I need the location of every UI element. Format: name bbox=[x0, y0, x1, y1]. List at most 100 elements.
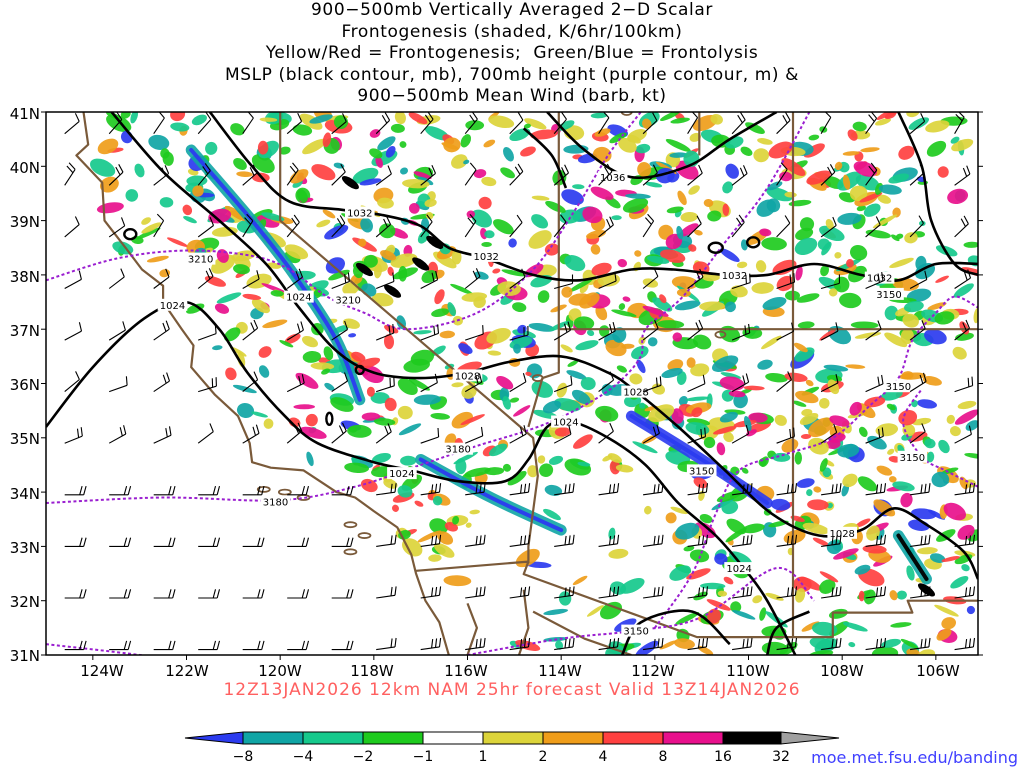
barb-flag bbox=[125, 376, 128, 386]
wind-barb bbox=[287, 537, 310, 547]
shade-blob bbox=[834, 161, 843, 170]
barb-shaft bbox=[954, 173, 971, 186]
height-label: 3150 bbox=[689, 466, 714, 477]
shade-blob bbox=[674, 300, 701, 311]
shade-blob bbox=[889, 590, 898, 601]
barb-flag bbox=[606, 218, 611, 228]
barb-shaft bbox=[420, 543, 440, 547]
barb-flag bbox=[300, 321, 304, 331]
shade-blob bbox=[886, 403, 896, 411]
barb-flag bbox=[438, 534, 442, 544]
barb-shaft bbox=[64, 224, 80, 238]
wind-barb bbox=[331, 320, 349, 341]
barb-shaft bbox=[108, 433, 127, 444]
shade-blob bbox=[296, 189, 308, 203]
barb-flag bbox=[434, 373, 438, 383]
shade-blob bbox=[955, 332, 974, 341]
shade-blob bbox=[725, 301, 736, 313]
shade-blob bbox=[192, 185, 204, 197]
barb-shaft bbox=[687, 646, 707, 651]
shade-blob bbox=[825, 219, 834, 230]
wind-barb bbox=[954, 269, 972, 289]
shade-blob bbox=[736, 261, 748, 269]
barb-flag bbox=[609, 422, 614, 432]
barb-flag bbox=[291, 217, 298, 226]
barb-flag bbox=[338, 425, 344, 434]
barb-flag bbox=[79, 640, 83, 650]
wind-barb bbox=[954, 319, 971, 341]
shade-blob bbox=[537, 455, 546, 464]
barb-flag bbox=[301, 374, 305, 384]
shade-blob bbox=[258, 346, 272, 358]
barb-shaft bbox=[153, 276, 170, 289]
wind-barb bbox=[465, 325, 484, 341]
barb-flag bbox=[705, 483, 709, 493]
shade-blob bbox=[941, 617, 957, 630]
barb-flag bbox=[652, 112, 658, 121]
barb-flag bbox=[479, 586, 482, 596]
colorbar-swatch bbox=[302, 731, 364, 745]
barb-flag bbox=[831, 639, 834, 649]
barb-flag bbox=[216, 485, 221, 495]
shade-blob bbox=[859, 192, 883, 203]
shade-blob bbox=[413, 171, 432, 179]
isobar bbox=[620, 609, 731, 655]
barb-shaft bbox=[865, 383, 884, 393]
barb-flag bbox=[390, 638, 393, 648]
shade-blob bbox=[973, 307, 978, 324]
shade-blob bbox=[676, 225, 684, 240]
wind-barb bbox=[197, 268, 214, 289]
height-label: 3150 bbox=[876, 290, 901, 301]
barb-shaft bbox=[554, 491, 574, 496]
barb-flag bbox=[168, 426, 172, 436]
shade-blob bbox=[394, 112, 406, 125]
colorbar-swatch bbox=[722, 731, 782, 745]
barb-flag bbox=[346, 589, 350, 599]
barb-flag bbox=[257, 589, 261, 599]
barb-flag bbox=[384, 112, 391, 121]
barb-shaft bbox=[776, 169, 788, 186]
barb-flag bbox=[831, 587, 834, 597]
wind-barb bbox=[909, 423, 926, 444]
shade-blob bbox=[492, 268, 501, 274]
wind-barb bbox=[687, 319, 704, 341]
shade-blob bbox=[408, 112, 428, 125]
barb-flag bbox=[293, 214, 300, 223]
barb-flag bbox=[301, 485, 306, 495]
wind-barb bbox=[286, 374, 305, 393]
shade-blob bbox=[233, 264, 250, 275]
wind-barb bbox=[287, 640, 310, 651]
barb-flag bbox=[745, 274, 747, 284]
barb-flag bbox=[520, 535, 523, 545]
barb-flag bbox=[920, 587, 923, 597]
barb-shaft bbox=[108, 225, 126, 238]
shade-blob bbox=[878, 184, 902, 195]
shade-blob bbox=[936, 529, 956, 542]
barb-shaft bbox=[910, 646, 929, 651]
barb-flag bbox=[868, 165, 875, 174]
barb-shaft bbox=[242, 278, 260, 289]
barb-shaft bbox=[509, 119, 524, 135]
barb-flag bbox=[742, 484, 745, 494]
barb-shaft bbox=[376, 491, 396, 496]
barb-flag bbox=[79, 589, 83, 599]
border-line bbox=[466, 603, 478, 655]
barb-shaft bbox=[198, 333, 217, 341]
shade-blob bbox=[670, 506, 688, 515]
shade-blob bbox=[762, 297, 787, 310]
shade-blob bbox=[808, 134, 820, 141]
shade-blob bbox=[927, 302, 947, 311]
barb-flag bbox=[745, 424, 750, 434]
shade-blob bbox=[743, 385, 765, 391]
wind-barb bbox=[509, 214, 523, 238]
barb-flag bbox=[483, 483, 486, 493]
shade-blob bbox=[270, 290, 284, 297]
barb-flag bbox=[789, 274, 792, 284]
shade-blob bbox=[586, 230, 606, 239]
title-line-4: MSLP (black contour, mb), 700mb height (… bbox=[224, 64, 800, 85]
lat-label: 32N bbox=[10, 593, 40, 611]
shade-blob bbox=[842, 473, 858, 488]
shade-blob bbox=[953, 283, 974, 298]
island-outline bbox=[357, 532, 372, 539]
barb-flag bbox=[165, 268, 170, 278]
